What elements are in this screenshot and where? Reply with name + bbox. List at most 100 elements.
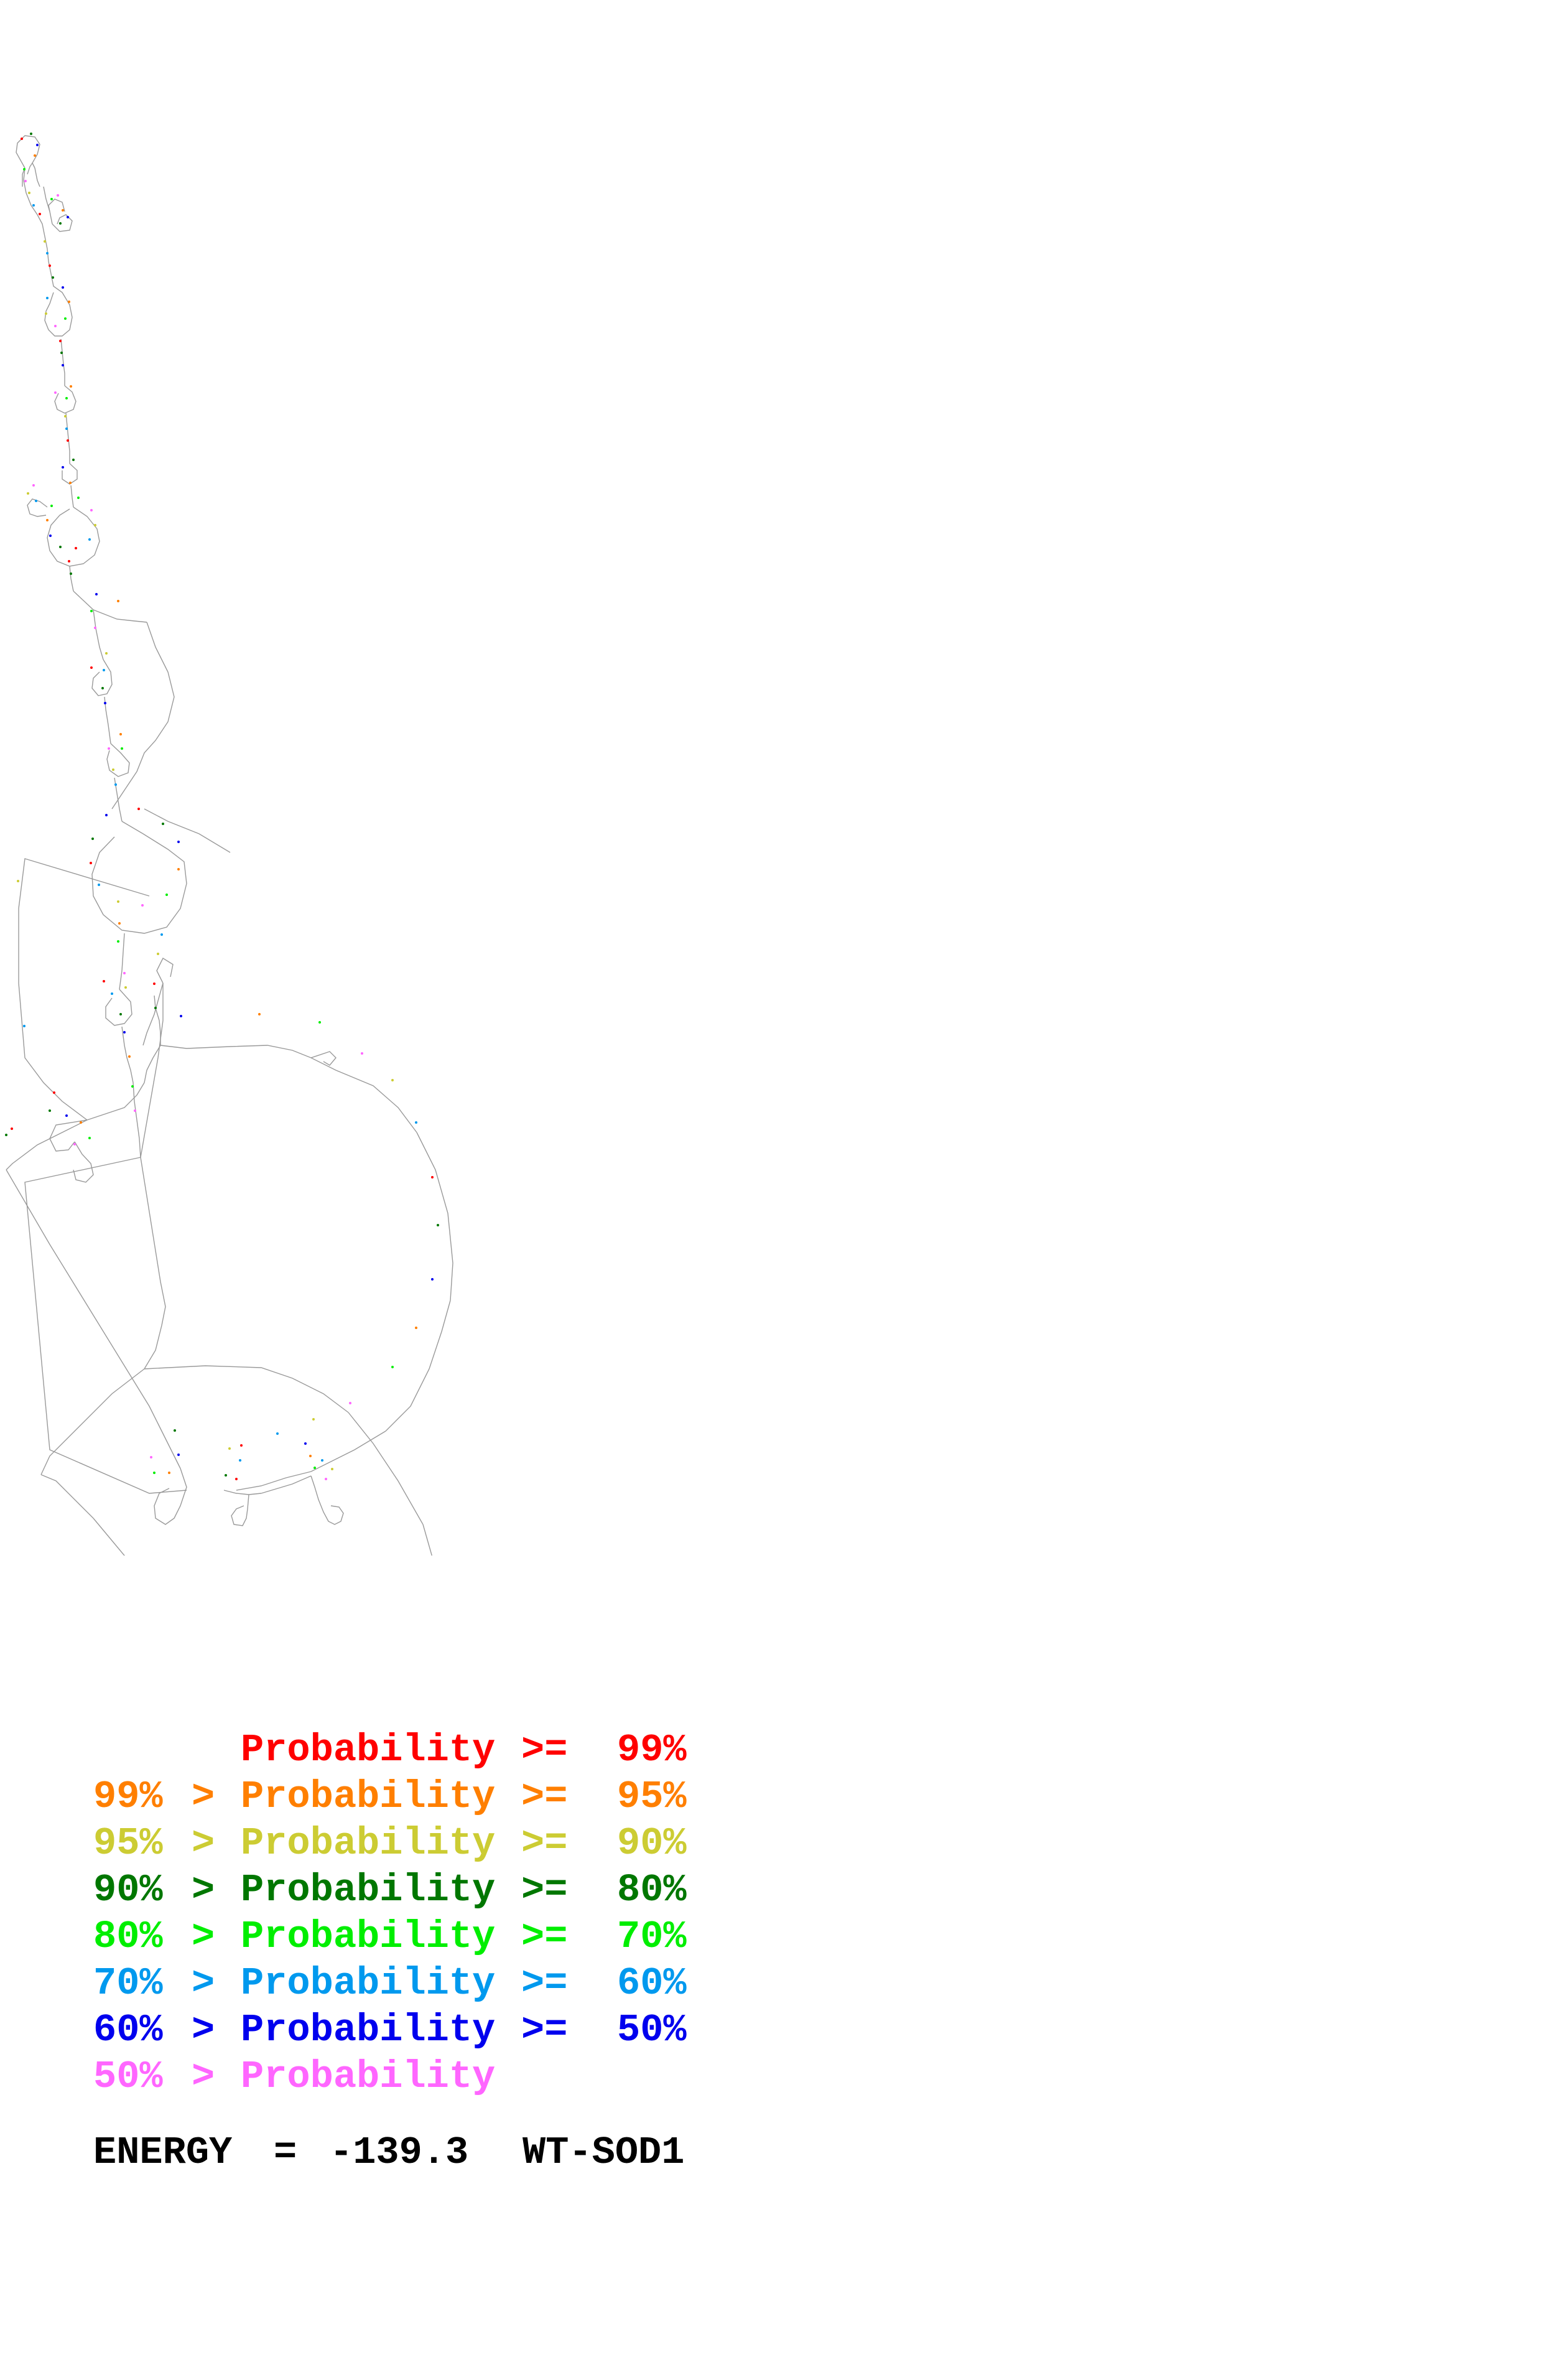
base-marker: [312, 1418, 315, 1421]
base-marker: [61, 208, 64, 212]
base-marker: [128, 1055, 131, 1058]
base-marker: [101, 686, 104, 689]
legend-ge-sign: >=: [521, 1728, 568, 1772]
base-marker: [111, 992, 114, 995]
base-marker: [324, 1477, 327, 1480]
base-marker: [437, 1224, 440, 1227]
base-marker: [60, 352, 63, 355]
base-marker: [63, 317, 67, 320]
base-marker: [61, 363, 64, 366]
base-marker: [88, 538, 91, 541]
base-marker: [102, 668, 105, 671]
legend-lower-bound: 90%: [93, 1868, 163, 1912]
base-marker: [66, 439, 69, 442]
base-marker: [66, 216, 69, 219]
base-marker: [70, 572, 73, 575]
legend-upper-bound: 60%: [617, 1961, 687, 2005]
base-marker: [20, 138, 23, 141]
legend-gt-sign: >: [192, 1915, 215, 1959]
base-marker: [61, 286, 64, 289]
base-marker: [70, 385, 73, 388]
rna-secondary-structure: [16, 135, 433, 1556]
base-marker: [114, 783, 118, 786]
base-marker: [63, 415, 67, 418]
base-marker: [24, 180, 27, 182]
base-marker: [32, 203, 35, 207]
legend-gt-sign: >: [192, 1961, 215, 2005]
base-marker: [89, 862, 92, 865]
legend-ge-sign: >=: [521, 1868, 568, 1912]
base-marker: [107, 747, 110, 750]
legend-lower-bound: 80%: [93, 1915, 163, 1959]
base-marker: [314, 1467, 317, 1470]
legend-probability-word: Probability: [241, 2008, 496, 2052]
legend-row-50: 60% > Probability >= 50%: [93, 2007, 703, 2053]
legend-lower-bound: 70%: [93, 1961, 163, 2005]
legend-gt-sign: >: [192, 1775, 215, 1819]
legend-lower-bound: 50%: [93, 2055, 163, 2099]
probability-legend: Probability >= 99% 99% > Probability >= …: [93, 1727, 703, 2100]
base-marker: [120, 747, 123, 750]
backbone: [16, 135, 433, 1556]
energy-equals-sign: =: [274, 2130, 297, 2175]
legend-ge-sign: >=: [521, 1915, 568, 1959]
base-markers: [0, 0, 622, 1556]
base-marker: [235, 1477, 238, 1480]
base-marker: [180, 1015, 182, 1018]
legend-row-80: 90% > Probability >= 80%: [93, 1867, 703, 1913]
base-marker: [258, 1012, 261, 1015]
base-marker: [391, 1366, 394, 1369]
base-marker: [22, 167, 26, 170]
base-marker: [26, 492, 29, 495]
sample-name: WT-SOD1: [523, 2130, 685, 2175]
legend-upper-bound: 70%: [617, 1915, 687, 1959]
legend-gt-sign: >: [192, 1821, 215, 1865]
base-marker: [304, 1442, 307, 1445]
base-marker: [34, 154, 37, 157]
base-marker: [119, 732, 122, 735]
legend-probability-word: Probability: [241, 1961, 496, 2005]
base-marker: [67, 301, 70, 303]
base-marker: [79, 1121, 82, 1124]
base-marker: [94, 626, 97, 629]
base-marker: [240, 1444, 243, 1447]
base-marker: [224, 1473, 227, 1477]
base-marker: [36, 143, 39, 146]
base-marker: [276, 1432, 279, 1435]
base-marker: [67, 560, 70, 563]
legend-ge-sign: >=: [521, 1775, 568, 1819]
base-marker: [174, 1429, 177, 1432]
base-marker: [77, 497, 80, 500]
legend-upper-bound: 95%: [617, 1775, 687, 1819]
base-marker: [102, 980, 105, 983]
base-marker: [330, 1467, 333, 1470]
base-marker: [44, 312, 47, 315]
legend-upper-bound: 99%: [617, 1728, 687, 1772]
base-marker: [53, 1091, 56, 1094]
legend-upper-bound: 50%: [617, 2008, 687, 2052]
base-marker: [228, 1447, 231, 1450]
base-marker: [88, 1137, 91, 1140]
base-marker: [54, 391, 57, 394]
base-marker: [52, 276, 55, 279]
legend-probability-word: Probability: [241, 1868, 496, 1912]
legend-probability-word: Probability: [241, 1915, 496, 1959]
legend-probability-word: Probability: [241, 1728, 496, 1772]
base-marker: [65, 397, 68, 400]
base-marker: [141, 904, 144, 907]
legend-upper-bound: 90%: [617, 1821, 687, 1865]
base-marker: [415, 1121, 418, 1124]
legend-row-70: 80% > Probability >= 70%: [93, 1913, 703, 1960]
energy-footer: ENERGY = -139.3 WT-SOD1: [93, 2128, 778, 2178]
base-marker: [123, 971, 126, 974]
base-marker: [43, 240, 46, 243]
base-marker: [17, 880, 20, 883]
base-marker: [391, 1079, 394, 1082]
base-marker: [45, 519, 49, 522]
base-marker: [65, 1114, 68, 1117]
base-marker: [65, 427, 68, 430]
base-marker: [32, 483, 35, 487]
legend-lower-bound: 60%: [93, 2008, 163, 2052]
base-marker: [117, 600, 120, 603]
base-marker: [59, 340, 62, 343]
